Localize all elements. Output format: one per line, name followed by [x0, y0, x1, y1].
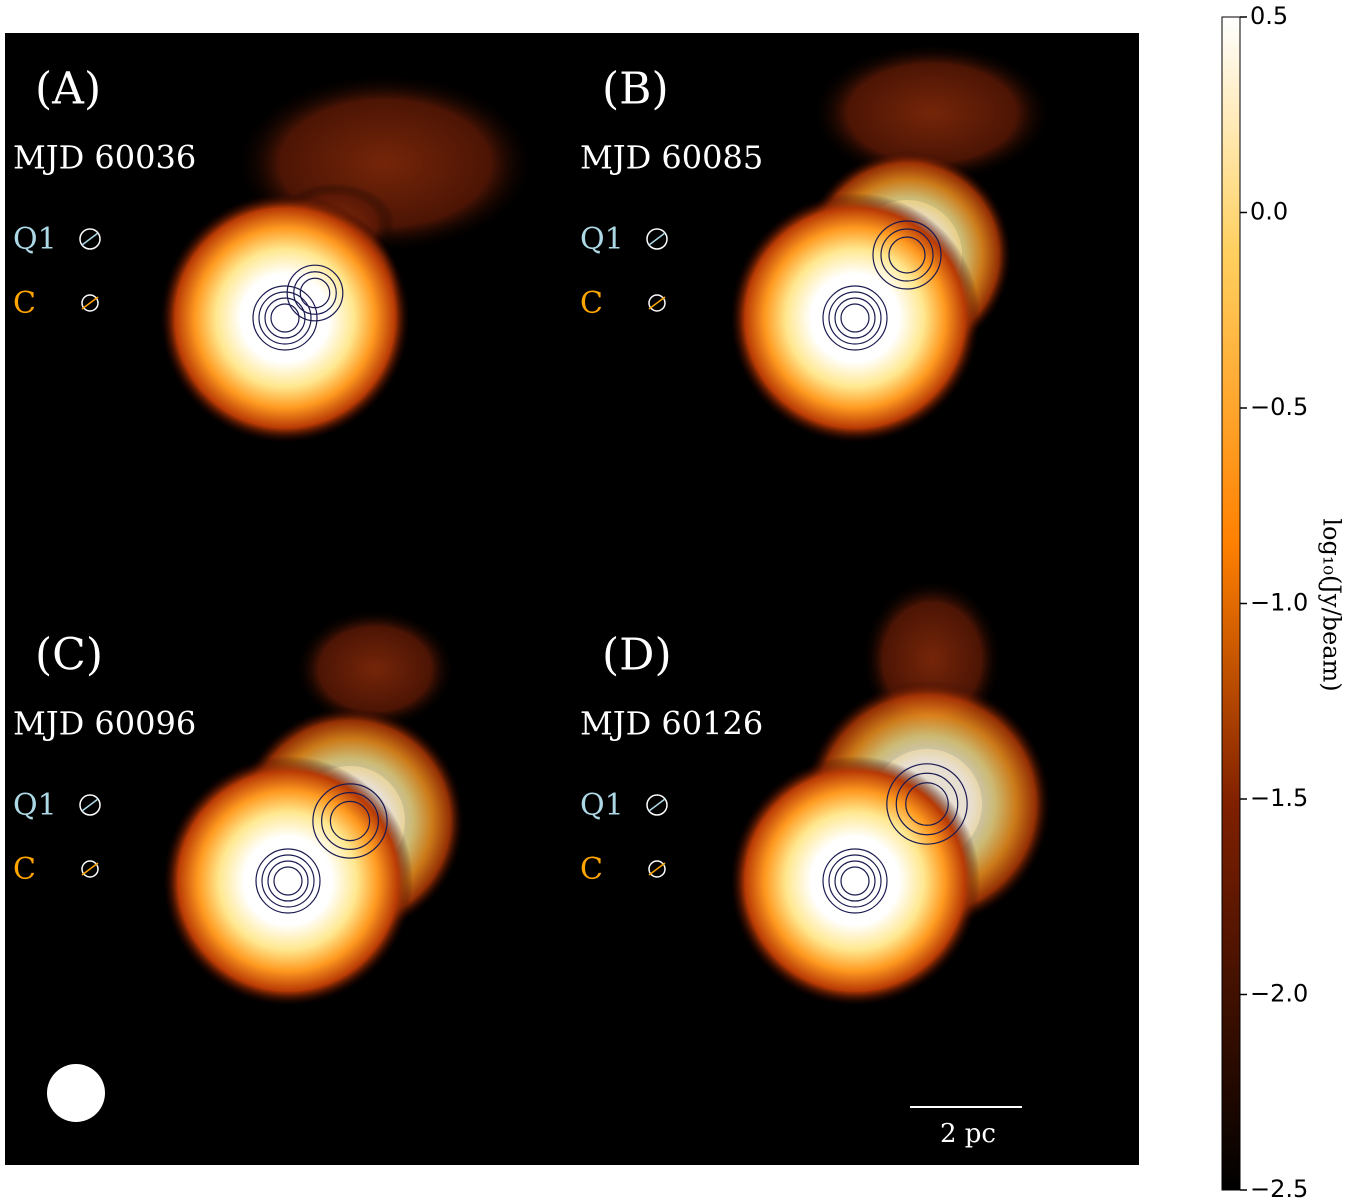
panel-label: (A) [35, 64, 101, 115]
figure: log₁₀(Jy/beam) (A) MJD 60036 Q1 C (B) MJD 600… [0, 0, 1368, 1204]
colorbar-tick-label: −1.5 [1250, 784, 1308, 812]
epoch-label: MJD 60085 [580, 139, 763, 177]
epoch-label: MJD 60096 [13, 705, 196, 743]
colorbar-tick-label: 0.5 [1250, 2, 1288, 30]
panel-label: (B) [602, 64, 669, 115]
colorbar [1222, 17, 1240, 1190]
component-label: Q1 [13, 222, 57, 257]
colorbar-tick-label: −2.5 [1250, 1175, 1308, 1203]
beam [47, 1064, 105, 1122]
colorbar-tick-label: −2.0 [1250, 980, 1308, 1008]
colorbar-tick-label: −0.5 [1250, 393, 1308, 421]
panel: (D) MJD 60126 Q1 C [572, 579, 1139, 1165]
colorbar-label: log₁₀(Jy/beam) [1318, 518, 1346, 691]
colorbar-tick-label: 0.0 [1250, 198, 1288, 226]
core-glow [730, 756, 980, 1006]
panel-label: (C) [35, 630, 103, 681]
panel: (B) MJD 60085 Q1 C [572, 33, 1139, 599]
epoch-label: MJD 60126 [580, 705, 763, 743]
component-label: Q1 [580, 788, 624, 823]
panel: (A) MJD 60036 Q1 C [5, 33, 572, 599]
scale-bar-label: 2 pc [940, 1119, 996, 1149]
colorbar-tick-label: −1.0 [1250, 589, 1308, 617]
component-label: Q1 [13, 788, 57, 823]
component-label: Q1 [580, 222, 624, 257]
component-label: C [13, 286, 36, 321]
component-label: C [13, 852, 36, 887]
panel-label: (D) [602, 630, 672, 681]
component-label: C [580, 852, 603, 887]
epoch-label: MJD 60036 [13, 139, 196, 177]
core-glow [730, 193, 980, 443]
component-label: C [580, 286, 603, 321]
core-glow [160, 193, 410, 443]
